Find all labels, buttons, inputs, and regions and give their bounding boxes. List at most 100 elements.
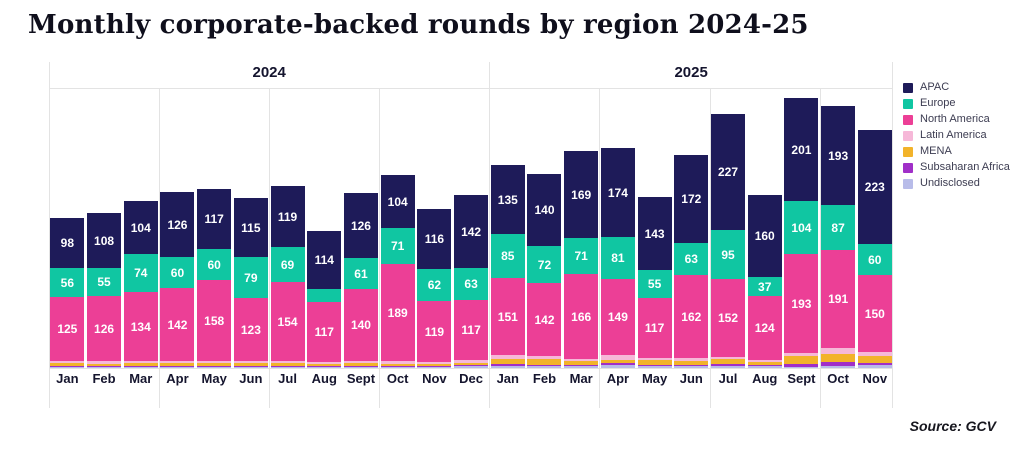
segment-value-label: 62 [427, 278, 442, 292]
bar-segment-north-america: 166 [564, 274, 599, 359]
segment-value-label: 71 [390, 239, 405, 253]
legend-label: Latin America [920, 129, 987, 141]
bar-segment-mena [490, 359, 525, 364]
bar-segment-subsaharan-africa [784, 364, 819, 367]
bar-segment-latin-america [711, 357, 745, 359]
bar-segment-latin-america [307, 362, 342, 364]
bar-segment-mena [711, 359, 745, 364]
bar-segment-mena [600, 360, 635, 363]
bar-segment-undisclosed [380, 367, 415, 368]
segment-value-label: 104 [387, 194, 408, 209]
bar-segment-undisclosed [270, 367, 305, 368]
month-label: Sept [346, 371, 376, 386]
bar-segment-europe: 60 [197, 249, 232, 280]
bar-segment-mena [527, 359, 562, 365]
bar-segment-apac: 115 [233, 198, 268, 257]
bar-segment-subsaharan-africa [821, 362, 856, 366]
bar-segment-mena [857, 356, 892, 363]
bar-slot: 143 55 117 [636, 88, 673, 368]
bar-segment-apac: 126 [160, 192, 195, 257]
stacked-bar-feb-2024: 108 55 126 [87, 213, 122, 368]
bar-segment-europe: 61 [343, 258, 378, 289]
bar-segment-north-america: 154 [270, 282, 305, 361]
segment-value-label: 142 [461, 224, 482, 239]
segment-value-label: 63 [464, 277, 478, 291]
bar-segment-latin-america [454, 360, 489, 363]
bar-segment-undisclosed [857, 365, 892, 368]
legend-swatch-icon [903, 98, 913, 109]
bar-segment-mena [454, 363, 489, 365]
bar-slot: 135 85 151 [489, 88, 526, 368]
bar-segment-undisclosed [197, 367, 232, 368]
bar-segment-mena [821, 354, 856, 362]
month-label: Mar [569, 371, 593, 386]
legend-label: MENA [920, 145, 952, 157]
bar-segment-subsaharan-africa [857, 363, 892, 365]
month-label: Apr [166, 371, 189, 386]
stacked-bar-jan-2024: 98 56 125 [50, 218, 85, 368]
bar-segment-undisclosed [307, 367, 342, 368]
bar-segment-mena [233, 363, 268, 366]
year-label-2025: 2025 [674, 64, 708, 81]
stacked-bar-jul-2024: 119 69 154 [270, 186, 305, 368]
legend-item-subsaharan-africa: Subsaharan Africa [903, 162, 1010, 173]
bar-segment-undisclosed [600, 365, 635, 368]
bar-segment-apac: 172 [674, 155, 709, 243]
segment-value-label: 191 [828, 292, 849, 306]
bar-segment-apac: 140 [527, 174, 562, 246]
bar-segment-north-america: 152 [711, 279, 745, 357]
x-axis-baseline [49, 368, 893, 369]
bar-segment-north-america: 117 [307, 302, 342, 362]
legend-item-undisclosed: Undisclosed [903, 178, 1010, 189]
legend-swatch-icon [903, 162, 913, 173]
bar-segment-undisclosed [711, 366, 745, 368]
segment-value-label: 63 [684, 252, 698, 266]
stacked-bar-dec-2024: 142 63 117 [454, 195, 489, 368]
month-label: May [641, 371, 668, 386]
bar-segment-europe: 62 [417, 269, 452, 301]
bar-segment-north-america: 124 [747, 296, 782, 360]
stacked-bar-jul-2025: 227 95 152 [711, 114, 745, 368]
segment-value-label: 125 [57, 322, 78, 336]
segment-value-label: 117 [204, 212, 224, 226]
segment-value-label: 114 [314, 253, 334, 267]
bar-segment-north-america: 142 [160, 288, 195, 361]
bar-segment-mena [417, 364, 452, 366]
x-axis-month-labels: Jan Feb Mar Apr May Jun Jul Aug Sept Oct Nov Dec Jan… [49, 371, 893, 386]
segment-value-label: 142 [167, 317, 188, 332]
bar-segment-europe: 63 [454, 268, 489, 300]
source-note: Source: GCV [909, 418, 996, 434]
segment-value-label: 193 [828, 148, 849, 163]
bar-segment-subsaharan-africa [380, 366, 415, 367]
bar-segment-mena [50, 363, 85, 366]
bar-segment-latin-america [123, 361, 158, 363]
stacked-bar-nov-2024: 116 62 119 [417, 209, 452, 368]
segment-value-label: 227 [717, 165, 739, 179]
segment-value-label: 116 [424, 232, 445, 246]
bar-segment-north-america: 123 [233, 298, 268, 361]
segment-value-label: 151 [497, 309, 518, 324]
bar-segment-apac: 174 [600, 148, 635, 237]
segment-value-label: 104 [130, 220, 151, 235]
segment-value-label: 119 [424, 324, 445, 339]
bar-segment-latin-america [600, 355, 635, 360]
bar-segment-undisclosed [123, 367, 158, 368]
month-label: May [201, 371, 227, 386]
segment-value-label: 95 [721, 247, 735, 262]
bar-segment-subsaharan-africa [123, 366, 158, 367]
stacked-bar-jun-2025: 172 63 162 [674, 155, 709, 368]
month-label: Nov [422, 371, 447, 386]
segment-value-label: 117 [644, 321, 665, 335]
year-band: 2024 2025 [49, 64, 893, 86]
bar-segment-mena [270, 363, 305, 366]
segment-value-label: 126 [94, 321, 115, 336]
bar-segment-undisclosed [747, 366, 782, 368]
stacked-bar-oct-2024: 104 71 189 [380, 175, 415, 368]
stacked-bar-aug-2024: 114 117 [307, 231, 342, 368]
bar-segment-undisclosed [160, 367, 195, 368]
segment-value-label: 126 [167, 217, 188, 232]
month-label: Aug [752, 371, 778, 386]
segment-value-label: 71 [574, 249, 588, 263]
bar-segment-mena [674, 361, 709, 365]
bar-segment-subsaharan-africa [233, 366, 268, 367]
